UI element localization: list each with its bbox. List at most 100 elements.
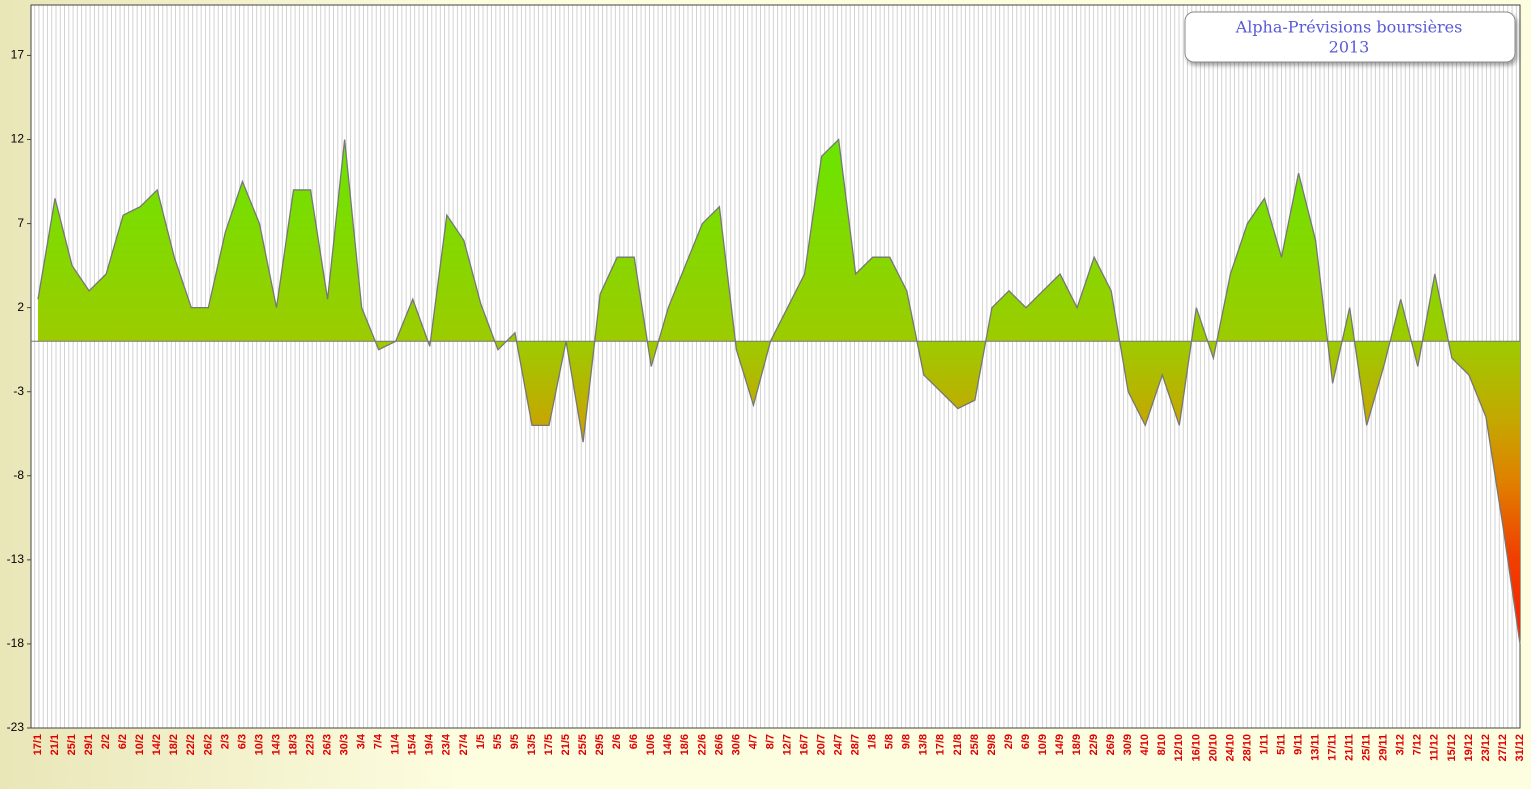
y-tick-label: -8 [13, 468, 24, 482]
chart-title: Alpha-Prévisions boursières [1235, 18, 1463, 37]
line [37, 138, 1521, 645]
x-tick-label: 13/5 [526, 734, 538, 755]
x-tick-label: 5/5 [492, 734, 504, 749]
x-tick-label: 16/10 [1190, 734, 1202, 762]
x-tick-label: 6/2 [117, 734, 129, 749]
x-tick-label: 10/6 [645, 734, 657, 755]
y-tick-label: -13 [7, 552, 25, 566]
x-tick-label: 11/4 [390, 733, 402, 755]
plot-layer [31, 138, 1521, 645]
x-tick-label: 29/5 [594, 734, 606, 755]
x-tick-label: 14/2 [151, 734, 163, 755]
x-tick-label: 15/4 [407, 733, 419, 755]
x-tick-label: 6/9 [1020, 734, 1032, 749]
x-tick-label: 17/8 [935, 734, 947, 755]
y-tick-label: -3 [13, 384, 24, 398]
x-tick-label: 2/3 [219, 734, 231, 749]
x-tick-label: 11/12 [1429, 734, 1441, 761]
x-tick-label: 20/10 [1207, 734, 1219, 762]
x-tick-label: 5/8 [884, 734, 896, 749]
x-tick-label: 13/8 [918, 734, 930, 755]
x-tick-label: 26/6 [713, 734, 725, 755]
x-tick-label: 28/7 [850, 734, 862, 755]
x-tick-label: 8/10 [1156, 734, 1168, 755]
x-tick-label: 26/2 [202, 734, 214, 755]
y-tick-label: -18 [7, 636, 25, 650]
x-tick-label: 12/7 [781, 734, 793, 755]
x-tick-label: 1/5 [475, 734, 487, 749]
x-tick-label: 6/3 [236, 734, 248, 749]
x-tick-label: 9/5 [509, 734, 521, 749]
x-tick-label: 24/7 [833, 734, 845, 755]
x-tick-label: 1/11 [1258, 734, 1270, 755]
x-tick-label: 9/8 [901, 734, 913, 749]
y-tick-label: 2 [17, 300, 24, 314]
x-tick-label: 22/2 [185, 734, 197, 755]
x-tick-label: 28/10 [1241, 734, 1253, 762]
x-tick-label: 17/11 [1327, 734, 1339, 761]
x-tick-label: 2/2 [100, 734, 112, 749]
x-tick-label: 25/11 [1361, 734, 1373, 761]
chart-subtitle: 2013 [1329, 38, 1370, 57]
x-tick-label: 3/12 [1395, 734, 1407, 755]
x-tick-label: 31/12 [1514, 734, 1526, 762]
x-tick-label: 10/9 [1037, 734, 1049, 755]
x-tick-label: 1/8 [867, 734, 879, 749]
x-tick-label: 22/6 [696, 734, 708, 755]
x-tick-label: 3/4 [356, 733, 368, 749]
x-tick-label: 2/6 [611, 734, 623, 749]
x-tick-label: 9/11 [1292, 734, 1304, 755]
x-tick-label: 25/8 [969, 734, 981, 755]
x-tick-label: 27/4 [458, 733, 470, 755]
x-tick-label: 5/11 [1275, 734, 1287, 755]
x-tick-label: 7/12 [1412, 734, 1424, 755]
x-tick-label: 4/10 [1139, 734, 1151, 755]
x-tick-label: 21/11 [1344, 734, 1356, 761]
x-tick-label: 20/7 [815, 734, 827, 755]
x-tick-label: 25/5 [577, 734, 589, 755]
x-tick-label: 12/10 [1173, 734, 1185, 762]
x-tick-label: 6/6 [628, 734, 640, 749]
x-tick-label: 7/4 [373, 733, 385, 749]
x-tick-label: 13/11 [1309, 734, 1321, 761]
x-tick-label: 23/4 [441, 733, 453, 755]
x-tick-label: 29/8 [986, 734, 998, 755]
y-tick-label: -23 [7, 720, 25, 734]
x-tick-label: 29/11 [1378, 734, 1390, 761]
x-tick-label: 27/12 [1497, 734, 1509, 762]
x-tick-label: 10/2 [134, 734, 146, 755]
x-tick-label: 30/9 [1122, 734, 1134, 755]
y-tick-label: 12 [11, 132, 25, 146]
y-tick-label: 7 [17, 216, 24, 230]
x-tick-label: 29/1 [83, 734, 95, 755]
x-tick-label: 23/12 [1480, 734, 1492, 762]
x-tick-label: 26/9 [1105, 734, 1117, 755]
x-tick-label: 21/8 [952, 734, 964, 755]
x-tick-label: 18/3 [287, 734, 299, 755]
x-tick-label: 22/9 [1088, 734, 1100, 755]
x-tick-label: 19/12 [1463, 734, 1475, 762]
x-tick-label: 8/7 [764, 734, 776, 749]
x-tick-label: 17/5 [543, 734, 555, 755]
x-tick-label: 30/3 [339, 734, 351, 755]
x-tick-label: 21/5 [560, 734, 572, 755]
x-tick-label: 21/1 [49, 734, 61, 755]
x-tick-label: 18/6 [679, 734, 691, 755]
x-tick-label: 16/7 [798, 734, 810, 755]
x-tick-label: 19/4 [424, 733, 436, 755]
x-tick-label: 25/1 [66, 734, 78, 755]
x-tick-label: 14/6 [662, 734, 674, 755]
x-tick-label: 15/12 [1446, 734, 1458, 762]
x-tick-label: 22/3 [304, 734, 316, 755]
x-tick-label: 26/3 [321, 734, 333, 755]
y-tick-label: 17 [11, 48, 25, 62]
x-tick-label: 30/6 [730, 734, 742, 755]
x-tick-label: 24/10 [1224, 734, 1236, 762]
x-tick-label: 14/9 [1054, 734, 1066, 755]
x-tick-label: 4/7 [747, 734, 759, 749]
x-tick-label: 2/9 [1003, 734, 1015, 749]
x-tick-label: 17/1 [32, 734, 44, 755]
x-tick-label: 14/3 [270, 734, 282, 755]
x-tick-label: 18/9 [1071, 734, 1083, 755]
